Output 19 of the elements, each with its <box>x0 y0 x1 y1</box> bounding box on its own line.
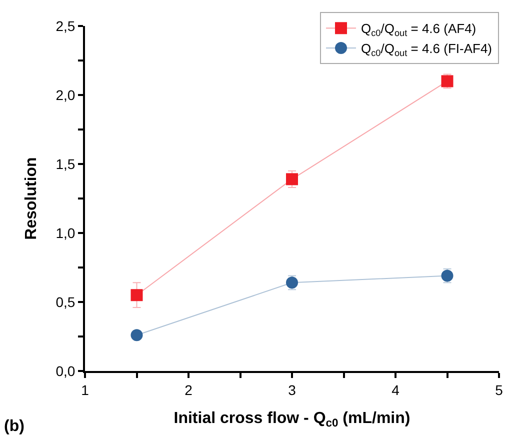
y-axis-title: Resolution <box>23 157 40 240</box>
point <box>130 329 143 342</box>
legend-label: Q$_{c0}$/Q$_{out}$ = 4.6 (AF4) <box>361 21 476 38</box>
y-tick-label: 2,5 <box>56 18 76 34</box>
x-tick-label: 5 <box>495 382 504 398</box>
y-tick-label: 0,0 <box>56 362 76 379</box>
x-tick-label: 4 <box>392 382 400 398</box>
x-axis-title: Initial cross flow - Q$_{c0}$ (mL/min) <box>174 410 410 430</box>
y-tick-label: 0,5 <box>56 294 76 310</box>
y-tick-label: 1,5 <box>56 156 76 172</box>
y-tick-label: 1,0 <box>56 224 76 241</box>
x-tick-label: 2 <box>184 382 193 398</box>
y-tick-label: 2,0 <box>56 86 76 103</box>
legend-label: Q$_{c0}$/Q$_{out}$ = 4.6 (FI-AF4) <box>361 41 492 58</box>
x-tick-label: 1 <box>81 382 90 398</box>
text: (b) <box>4 418 24 435</box>
point <box>130 289 143 302</box>
point <box>286 173 298 186</box>
x-tick-label: 3 <box>288 382 296 398</box>
